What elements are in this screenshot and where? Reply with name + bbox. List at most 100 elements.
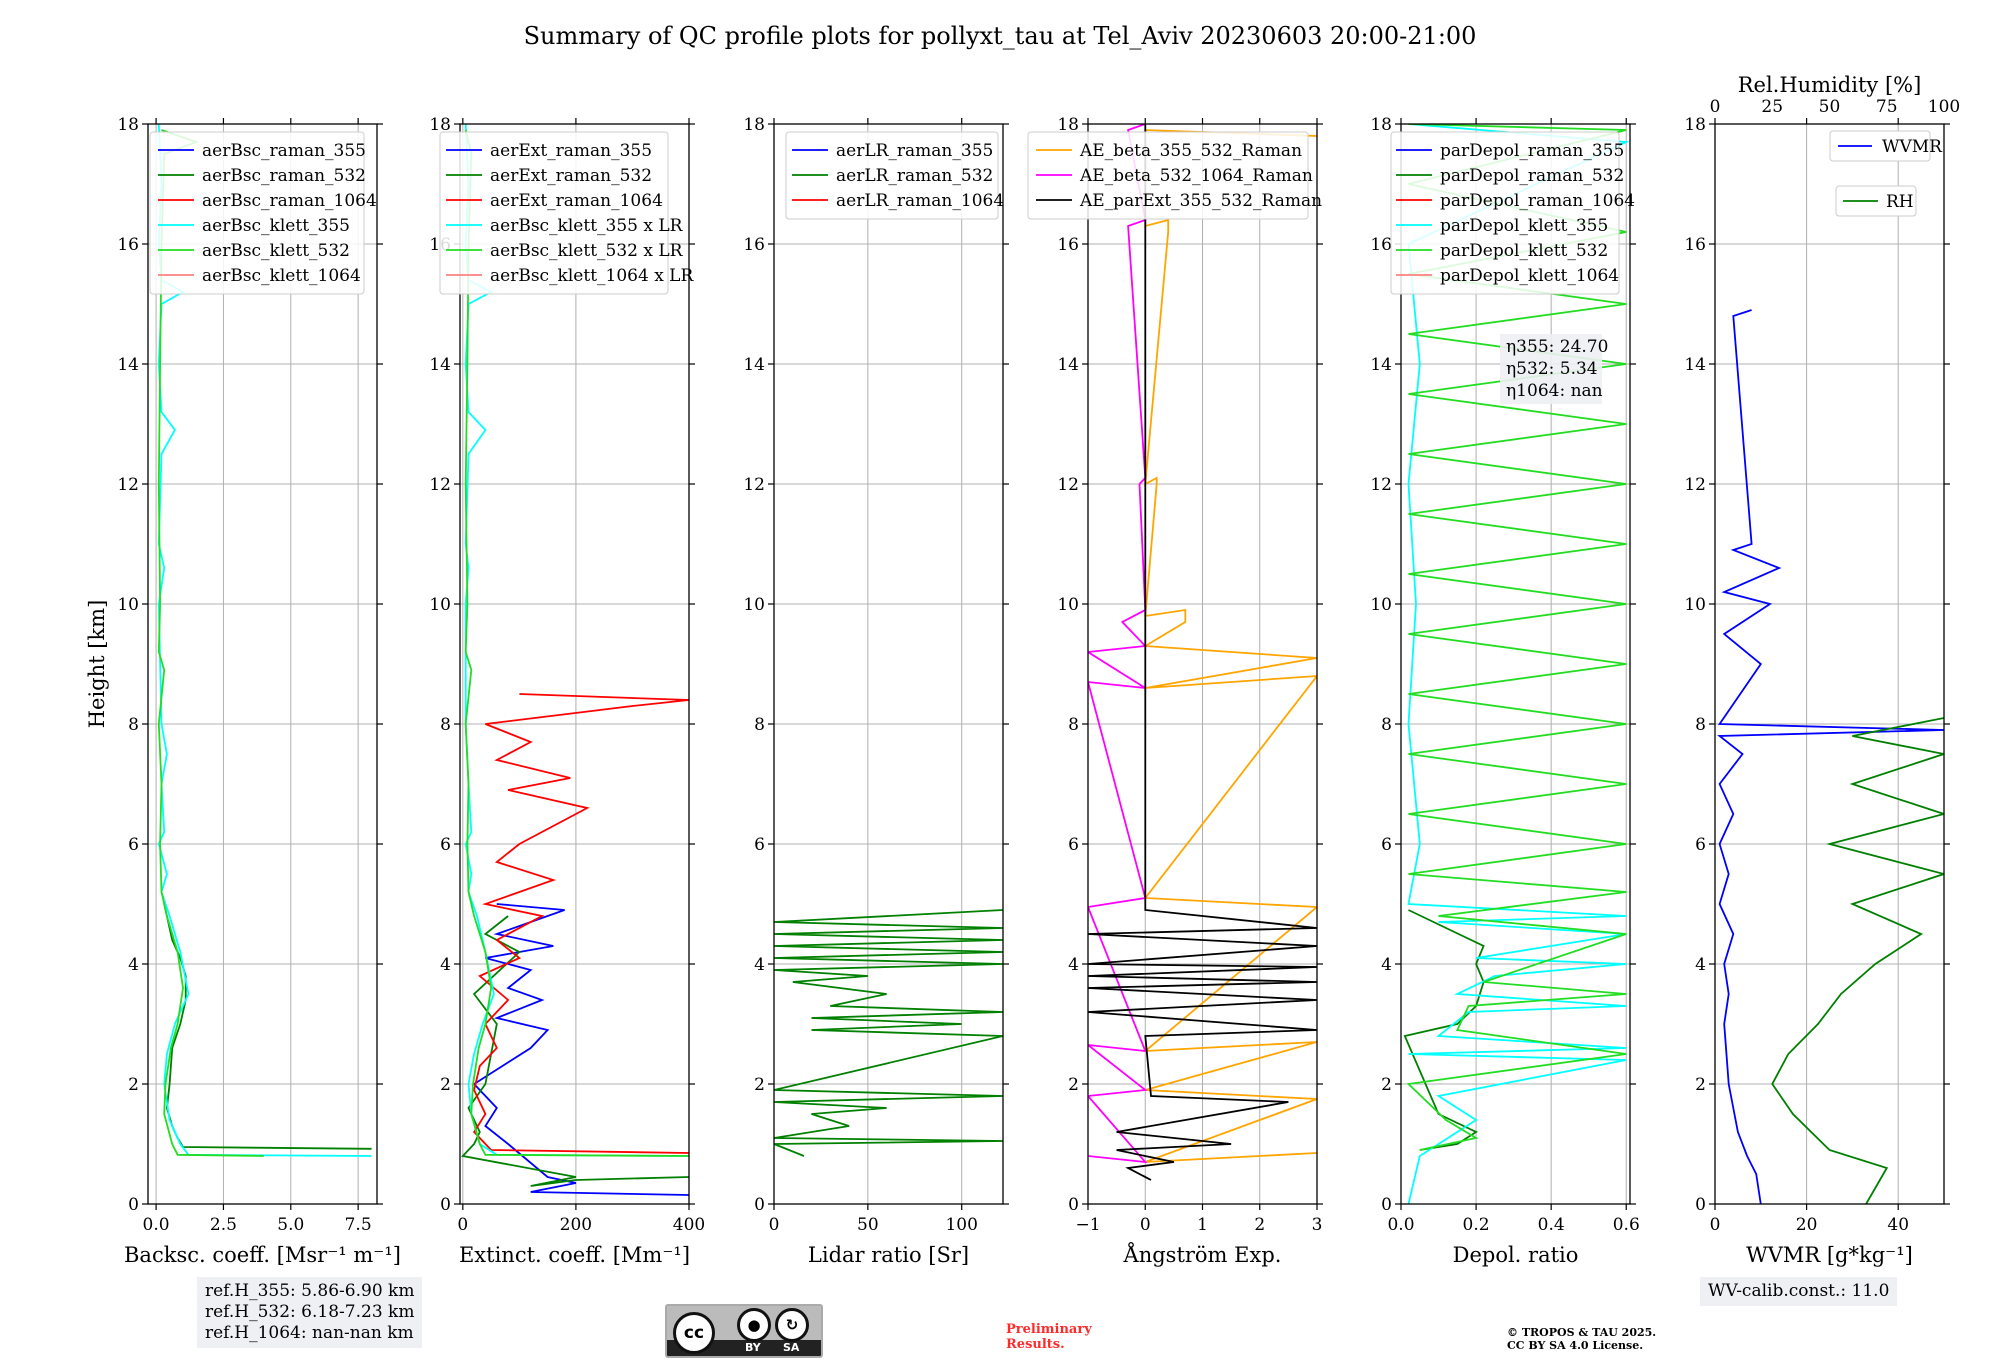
ytick-label: 14 bbox=[743, 355, 765, 375]
x-axis-label: Depol. ratio bbox=[1453, 1243, 1579, 1267]
legend-label: parDepol_klett_355 bbox=[1440, 216, 1608, 236]
ytick-label: 18 bbox=[429, 115, 451, 135]
ytick-label: 10 bbox=[1057, 595, 1079, 615]
series-parDepol_klett_355 bbox=[1407, 124, 1630, 1204]
panel-depol: 0 2 4 6 8 10 12 14 16 18 0.0 0.2 0.4 0.6 Depol. ratio p… bbox=[1370, 115, 1639, 1267]
xtick-label: 0.0 bbox=[143, 1215, 170, 1235]
ytick-label: 4 bbox=[440, 955, 451, 975]
ytick-label: 8 bbox=[754, 715, 765, 735]
ytick-label: 18 bbox=[117, 115, 139, 135]
ytick-label: 2 bbox=[1068, 1075, 1079, 1095]
ytick-label: 12 bbox=[429, 475, 451, 495]
panel-lr: 0 2 4 6 8 10 12 14 16 18 0 50 100 Lidar ratio [Sr] aer… bbox=[743, 115, 1009, 1267]
series-parDepol_raman_532 bbox=[1403, 909, 1485, 1151]
eta-annotation-line: η1064: nan bbox=[1506, 381, 1603, 401]
ytick-label: 2 bbox=[440, 1075, 451, 1095]
preliminary-line-2: Results. bbox=[1006, 1337, 1065, 1352]
xtick-label: 2 bbox=[1254, 1215, 1265, 1235]
ytick-label: 2 bbox=[754, 1075, 765, 1095]
legend-label: parDepol_klett_532 bbox=[1440, 241, 1608, 261]
series-WVMR bbox=[1717, 309, 1944, 1204]
series-aerBsc_raman_532 bbox=[163, 903, 372, 1150]
series-aerExt_raman_1064 bbox=[472, 693, 689, 1154]
legend-label: aerBsc_klett_355 bbox=[202, 216, 350, 236]
ytick-label: 6 bbox=[1381, 835, 1392, 855]
ytick-label: 14 bbox=[1684, 355, 1706, 375]
ytick-label: 14 bbox=[117, 355, 139, 375]
ytick-label: 16 bbox=[1057, 235, 1079, 255]
legend-label: parDepol_klett_1064 bbox=[1440, 266, 1619, 286]
axes-frame bbox=[459, 123, 690, 1205]
eta-annotation-box bbox=[1500, 334, 1602, 404]
series-parDepol_klett_532 bbox=[1406, 124, 1627, 1151]
ytick-label: 16 bbox=[1684, 235, 1706, 255]
legend-label: aerLR_raman_1064 bbox=[836, 191, 1004, 211]
legend-label: aerLR_raman_355 bbox=[836, 141, 993, 161]
copyright-line-1: © TROPOS & TAU 2025. bbox=[1507, 1326, 1657, 1339]
ytick-label: 12 bbox=[743, 475, 765, 495]
ytick-label: 8 bbox=[128, 715, 139, 735]
legend-label: aerBsc_raman_355 bbox=[202, 141, 366, 161]
xtick-label: 3 bbox=[1312, 1215, 1323, 1235]
xtick-label: 7.5 bbox=[345, 1215, 372, 1235]
xtick-label: 0.0 bbox=[1387, 1215, 1414, 1235]
ytick-label: 2 bbox=[1695, 1075, 1706, 1095]
ytick-label: 12 bbox=[1684, 475, 1706, 495]
ytick-label: 18 bbox=[1684, 115, 1706, 135]
eta-annotation-line: η355: 24.70 bbox=[1506, 337, 1608, 357]
axes-frame bbox=[1400, 123, 1631, 1205]
x-axis-label: Lidar ratio [Sr] bbox=[808, 1243, 969, 1267]
top-xtick-label: 100 bbox=[1928, 97, 1960, 117]
legend-box bbox=[1027, 131, 1309, 220]
refh-1064: ref.H_1064: nan-nan km bbox=[205, 1323, 414, 1343]
ytick-label: 0 bbox=[128, 1195, 139, 1215]
figure-title: Summary of QC profile plots for pollyxt_… bbox=[524, 22, 1477, 50]
series-aerLR_raman_532 bbox=[774, 909, 1003, 1157]
ytick-label: 0 bbox=[1068, 1195, 1079, 1215]
y-axis-label: Height [km] bbox=[85, 600, 109, 729]
legend-label: aerBsc_klett_1064 bbox=[202, 266, 361, 286]
ytick-label: 6 bbox=[1695, 835, 1706, 855]
refh-532: ref.H_532: 6.18-7.23 km bbox=[205, 1302, 415, 1322]
refh-355: ref.H_355: 5.86-6.90 km bbox=[205, 1281, 415, 1301]
xtick-label: 100 bbox=[945, 1215, 977, 1235]
ytick-label: 16 bbox=[1370, 235, 1392, 255]
ytick-label: 4 bbox=[754, 955, 765, 975]
top-axis-label: Rel.Humidity [%] bbox=[1738, 73, 1922, 97]
legend-label: AE_beta_355_532_Raman bbox=[1079, 141, 1302, 161]
panel-bsc: 0 2 4 6 8 10 12 14 16 18 0.0 2.5 5.0 7.5 Backsc. coeff… bbox=[85, 115, 401, 1267]
series-aerExt_raman_355 bbox=[472, 903, 689, 1196]
sa-share-alike-icon: ↻ bbox=[775, 1308, 809, 1342]
legend-label: aerExt_raman_532 bbox=[490, 166, 652, 186]
ytick-label: 12 bbox=[1370, 475, 1392, 495]
series-aerBsc_klett_355 bbox=[157, 124, 372, 1157]
reference-height-box: ref.H_355: 5.86-6.90 km ref.H_532: 6.18-… bbox=[197, 1277, 423, 1348]
sa-label: SA bbox=[783, 1341, 800, 1354]
ytick-label: 18 bbox=[1057, 115, 1079, 135]
wv-calib-box: WV-calib.const.: 11.0 bbox=[1700, 1277, 1898, 1306]
x-axis-label: Backsc. coeff. [Msr⁻¹ m⁻¹] bbox=[124, 1243, 401, 1267]
legend-label: aerBsc_raman_1064 bbox=[202, 191, 377, 211]
by-attribution-icon: ● bbox=[737, 1308, 771, 1342]
legend-label: parDepol_raman_355 bbox=[1440, 141, 1624, 161]
legend-label: aerBsc_klett_532 bbox=[202, 241, 350, 261]
by-label: BY bbox=[745, 1341, 761, 1354]
legend-label: parDepol_raman_532 bbox=[1440, 166, 1624, 186]
xtick-label: 0 bbox=[769, 1215, 780, 1235]
preliminary-note: Preliminary Results. bbox=[1006, 1322, 1092, 1352]
legend-label: aerLR_raman_532 bbox=[836, 166, 993, 186]
legend-label: aerExt_raman_1064 bbox=[490, 191, 663, 211]
legend-label: parDepol_raman_1064 bbox=[1440, 191, 1635, 211]
legend-label: AE_parExt_355_532_Raman bbox=[1079, 191, 1322, 211]
ytick-label: 18 bbox=[743, 115, 765, 135]
x-axis-label: Extinct. coeff. [Mm⁻¹] bbox=[459, 1243, 690, 1267]
series-aerBsc_klett_532 bbox=[157, 129, 264, 1157]
legend-label: aerBsc_raman_532 bbox=[202, 166, 366, 186]
ytick-label: 6 bbox=[754, 835, 765, 855]
axes-frame bbox=[1714, 123, 1945, 1205]
legend-label: aerBsc_klett_1064 x LR bbox=[490, 266, 694, 286]
ytick-label: 10 bbox=[1370, 595, 1392, 615]
ytick-label: 8 bbox=[440, 715, 451, 735]
